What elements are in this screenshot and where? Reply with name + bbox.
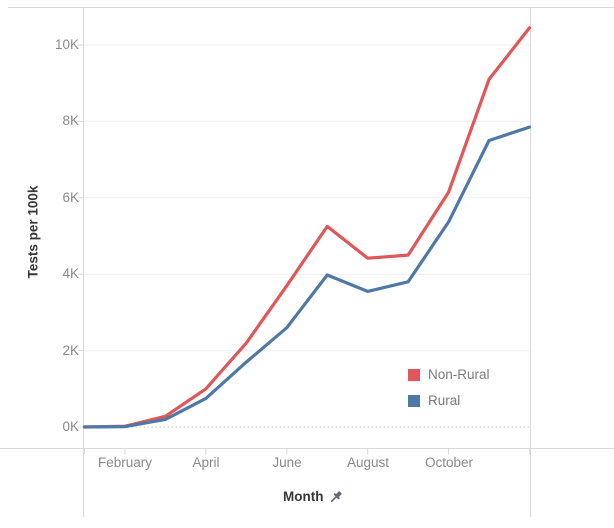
y-tick-label-4k: 4K bbox=[62, 266, 79, 281]
x-axis-title: Month bbox=[283, 488, 344, 506]
legend-label-non-rural: Non-Rural bbox=[428, 367, 490, 382]
x-tick-label-february: February bbox=[97, 455, 153, 470]
series-line-rural[interactable] bbox=[82, 125, 532, 429]
x-axis-title-label: Month bbox=[283, 489, 324, 504]
legend-item-rural[interactable]: Rural bbox=[408, 394, 490, 407]
y-tick-label-8k: 8K bbox=[62, 113, 79, 128]
legend-item-non-rural[interactable]: Non-Rural bbox=[408, 368, 490, 381]
x-tick-label-august: August bbox=[346, 455, 390, 470]
series-line-non-rural[interactable] bbox=[82, 26, 532, 429]
x-tick-label-june: June bbox=[272, 455, 302, 470]
y-tick-label-6k: 6K bbox=[62, 190, 79, 205]
y-tick-label-0k: 0K bbox=[62, 419, 79, 434]
y-tick-label-2k: 2K bbox=[62, 343, 79, 358]
legend-swatch-rural bbox=[408, 394, 420, 407]
x-tick-label-october: October bbox=[424, 455, 474, 470]
y-tick-label-10k: 10K bbox=[54, 37, 79, 52]
pushpin-icon[interactable] bbox=[328, 489, 344, 505]
legend-label-rural: Rural bbox=[428, 393, 461, 408]
legend: Non-Rural Rural bbox=[408, 368, 490, 407]
x-tick-label-april: April bbox=[192, 455, 220, 470]
legend-swatch-non-rural bbox=[408, 368, 420, 381]
